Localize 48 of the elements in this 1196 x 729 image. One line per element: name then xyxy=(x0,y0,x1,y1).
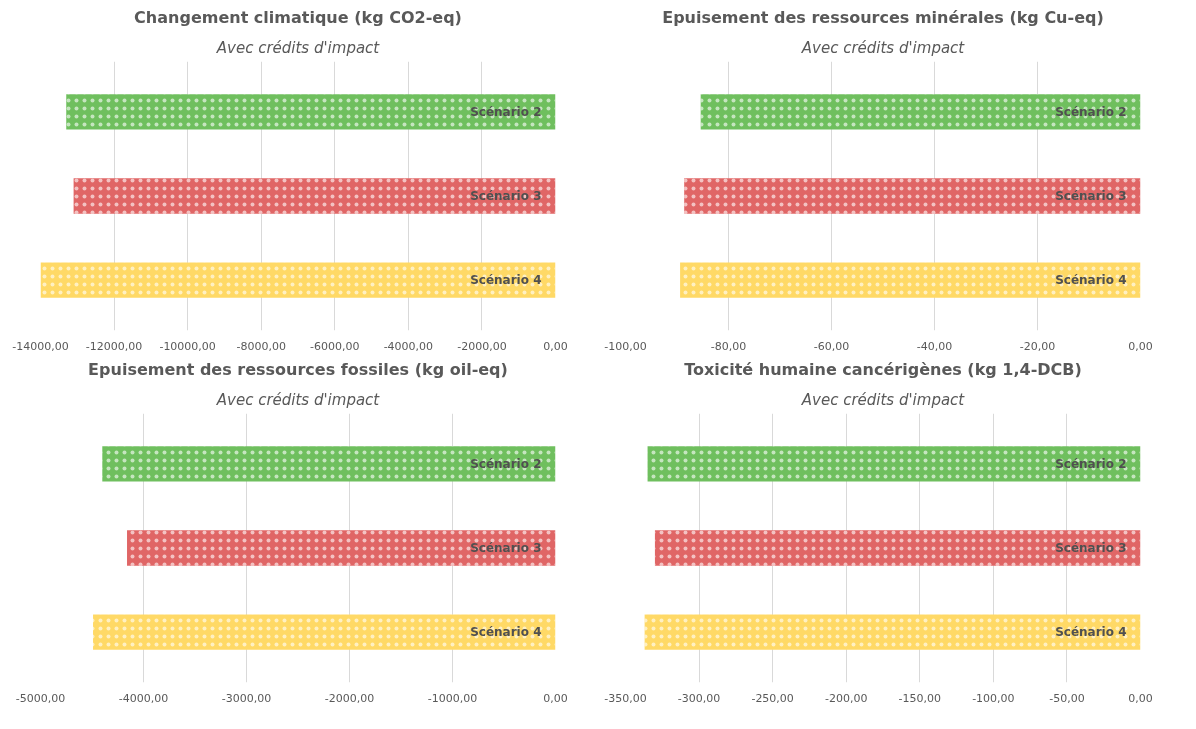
y-tick-label: Scénario 3 xyxy=(470,541,542,555)
x-tick-label: -4000,00 xyxy=(118,691,169,705)
chart-title: Toxicité humaine cancérigènes (kg 1,4-DCB) xyxy=(684,359,1082,379)
y-tick-label: Scénario 3 xyxy=(1055,189,1127,203)
x-tick-label: -14000,00 xyxy=(12,339,69,353)
chart-subtitle: Avec crédits d'impact xyxy=(215,38,381,57)
x-tick-label: -2000,00 xyxy=(457,339,507,353)
x-tick-label: -40,00 xyxy=(916,339,953,353)
x-tick-label: -50,00 xyxy=(1049,691,1085,705)
x-tick-label: -20,00 xyxy=(1019,339,1056,353)
x-tick-label: -80,00 xyxy=(710,339,747,353)
y-tick-label: Scénario 3 xyxy=(470,189,542,203)
y-tick-label: Scénario 4 xyxy=(470,273,542,288)
x-tick-label: 0,00 xyxy=(543,691,568,705)
chart-title: Epuisement des ressources minérales (kg Cu-eq) xyxy=(662,7,1104,27)
x-tick-label: -3000,00 xyxy=(221,691,272,705)
x-tick-label: -6000,00 xyxy=(310,339,360,353)
x-tick-label: -12000,00 xyxy=(85,339,143,353)
x-tick-label: -250,00 xyxy=(751,691,794,705)
chart-subtitle: Avec crédits d'impact xyxy=(215,390,381,409)
x-tick-label: -300,00 xyxy=(677,691,721,705)
x-tick-label: 0,00 xyxy=(1128,691,1153,705)
x-tick-label: -100,00 xyxy=(972,691,1015,705)
y-tick-label: Scénario 2 xyxy=(1055,104,1127,119)
x-tick-label: -100,00 xyxy=(604,339,647,353)
y-tick-label: Scénario 4 xyxy=(1055,625,1127,640)
x-tick-label: -5000,00 xyxy=(15,691,66,705)
chart-subtitle: Avec crédits d'impact xyxy=(800,390,966,409)
x-tick-label: -4000,00 xyxy=(383,339,434,353)
x-tick-label: -10000,00 xyxy=(159,339,216,353)
y-tick-label: Scénario 4 xyxy=(470,625,542,640)
chart-title: Epuisement des ressources fossiles (kg oil-eq) xyxy=(88,359,508,379)
x-tick-label: -60,00 xyxy=(813,339,850,353)
x-tick-label: -200,00 xyxy=(824,691,868,705)
x-tick-label: -8000,00 xyxy=(236,339,286,353)
x-tick-label: -2000,00 xyxy=(324,691,375,705)
chart-subtitle: Avec crédits d'impact xyxy=(800,38,966,57)
x-tick-label: -1000,00 xyxy=(427,691,478,705)
chart-title: Changement climatique (kg CO2-eq) xyxy=(134,7,462,27)
x-tick-label: 0,00 xyxy=(1128,339,1153,353)
y-tick-label: Scénario 2 xyxy=(470,104,542,119)
x-tick-label: 0,00 xyxy=(543,339,568,353)
y-tick-label: Scénario 4 xyxy=(1055,273,1127,288)
y-tick-label: Scénario 2 xyxy=(470,456,542,471)
x-tick-label: -150,00 xyxy=(898,691,942,705)
x-tick-label: -350,00 xyxy=(604,691,647,705)
y-tick-label: Scénario 2 xyxy=(1055,456,1127,471)
y-tick-label: Scénario 3 xyxy=(1055,541,1127,555)
